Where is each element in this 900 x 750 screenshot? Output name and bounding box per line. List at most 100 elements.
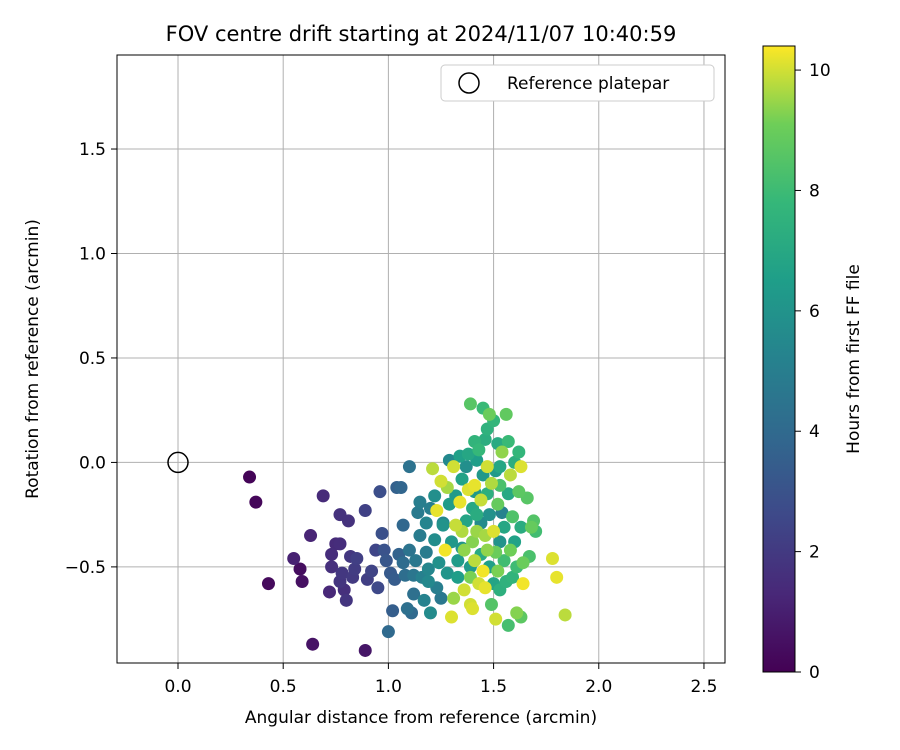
- y-tick-label: 1.5: [79, 140, 106, 160]
- y-tick-label: 1.0: [79, 244, 106, 264]
- data-point: [482, 407, 496, 421]
- data-point: [430, 503, 444, 517]
- data-point: [377, 543, 391, 557]
- y-tick-label: 0.0: [79, 453, 106, 473]
- data-point: [316, 489, 330, 503]
- data-point: [426, 462, 440, 476]
- data-point: [375, 526, 389, 540]
- data-point: [306, 637, 320, 651]
- data-point: [491, 497, 505, 511]
- data-point: [388, 572, 402, 586]
- data-point: [545, 552, 559, 566]
- data-point: [402, 460, 416, 474]
- data-point: [493, 535, 507, 549]
- data-point: [417, 593, 431, 607]
- colorbar: 0 2 4 6 8 10 Hours from first FF file: [762, 45, 864, 683]
- colorbar-tick-label: 2: [809, 543, 820, 563]
- data-point: [478, 432, 492, 446]
- data-point: [341, 514, 355, 528]
- data-point: [400, 602, 414, 616]
- data-point: [506, 510, 520, 524]
- data-point: [501, 487, 515, 501]
- data-point: [428, 489, 442, 503]
- colorbar-label: Hours from first FF file: [844, 264, 864, 454]
- data-point: [295, 575, 309, 589]
- data-point: [421, 562, 435, 576]
- data-point: [434, 474, 448, 488]
- legend: Reference platepar: [440, 64, 715, 102]
- data-point: [480, 460, 494, 474]
- data-point: [463, 397, 477, 411]
- colorbar-tick-label: 0: [809, 663, 820, 683]
- data-point: [335, 566, 349, 580]
- data-point: [325, 547, 339, 561]
- data-point: [445, 610, 459, 624]
- data-point: [484, 597, 498, 611]
- colorbar-tick-label: 8: [809, 181, 820, 201]
- data-point: [339, 593, 353, 607]
- data-point: [503, 468, 517, 482]
- data-point: [497, 554, 511, 568]
- data-point: [348, 562, 362, 576]
- data-point: [381, 625, 395, 639]
- data-point: [447, 460, 461, 474]
- legend-marker-icon: [458, 72, 480, 94]
- chart-title: FOV centre drift starting at 2024/11/07 …: [166, 22, 677, 46]
- data-point: [501, 618, 515, 632]
- data-point: [499, 407, 513, 421]
- data-point: [325, 560, 339, 574]
- data-point: [453, 495, 467, 509]
- data-points: [243, 397, 572, 657]
- data-point: [466, 535, 480, 549]
- data-point: [350, 552, 364, 566]
- data-point: [459, 514, 473, 528]
- data-point: [432, 556, 446, 570]
- x-tick-label: 2.0: [585, 677, 612, 697]
- plot-frame: [116, 54, 726, 664]
- data-point: [558, 608, 572, 622]
- data-point: [394, 480, 408, 494]
- data-point: [514, 520, 528, 534]
- data-point: [524, 520, 538, 534]
- data-point: [510, 606, 524, 620]
- data-point: [480, 543, 494, 557]
- data-point: [440, 566, 454, 580]
- data-point: [365, 564, 379, 578]
- data-point: [459, 460, 473, 474]
- data-point: [411, 506, 425, 520]
- data-point: [493, 460, 507, 474]
- colorbar-tick-label: 6: [809, 302, 820, 322]
- data-point: [457, 583, 471, 597]
- data-point: [474, 493, 488, 507]
- data-point: [322, 585, 336, 599]
- data-point: [358, 503, 372, 517]
- data-point: [402, 543, 416, 557]
- data-point: [491, 564, 505, 578]
- data-point: [447, 591, 461, 605]
- data-point: [451, 554, 465, 568]
- data-point: [497, 520, 511, 534]
- y-tick-label: −0.5: [65, 558, 106, 578]
- data-point: [442, 497, 456, 511]
- data-point: [293, 562, 307, 576]
- data-point: [512, 485, 526, 499]
- colorbar-gradient: [762, 45, 796, 673]
- data-point: [358, 643, 372, 657]
- data-point: [451, 570, 465, 584]
- data-point: [407, 587, 421, 601]
- data-point: [489, 612, 503, 626]
- data-point: [512, 445, 526, 459]
- data-point: [514, 460, 528, 474]
- colorbar-tick-label: 10: [809, 61, 831, 81]
- data-point: [468, 554, 482, 568]
- data-point: [333, 537, 347, 551]
- data-point: [461, 447, 475, 461]
- data-point: [503, 543, 517, 557]
- data-point: [419, 516, 433, 530]
- data-point: [466, 602, 480, 616]
- data-point: [379, 554, 393, 568]
- data-point: [304, 529, 318, 543]
- data-point: [428, 533, 442, 547]
- data-point: [373, 485, 387, 499]
